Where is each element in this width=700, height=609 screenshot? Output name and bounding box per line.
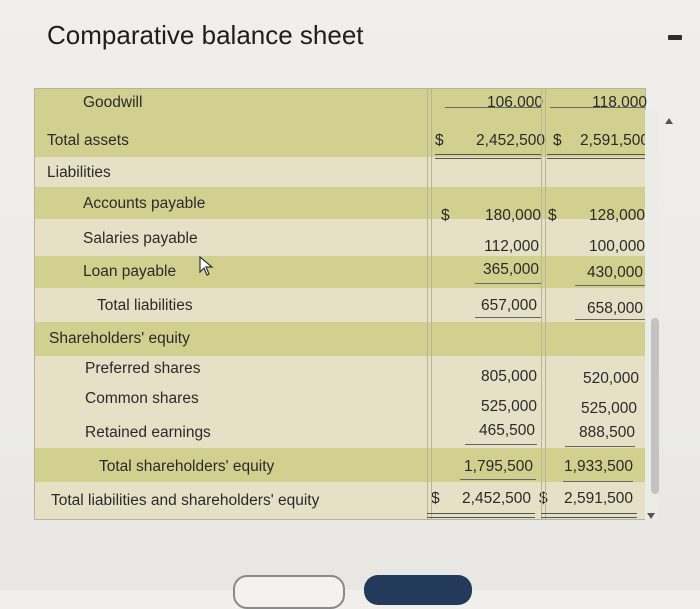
total-liabilities-equity-label: Total liabilities and shareholders' equi…	[51, 492, 320, 509]
goodwill-label: Goodwill	[83, 94, 143, 111]
loan-payable-label: Loan payable	[83, 263, 177, 280]
primary-button[interactable]	[364, 575, 472, 605]
retained-earnings-row: Retained earnings 465,500 888,500	[35, 416, 645, 448]
goodwill-cur: 106,000	[486, 94, 543, 108]
goodwill-row: Goodwill 106,000 118,000	[35, 89, 647, 122]
liabilities-label: Liabilities	[47, 164, 111, 181]
underline	[565, 446, 635, 447]
underline	[465, 444, 537, 445]
mouse-pointer-icon	[199, 255, 215, 281]
accounts-payable-prev: 128,000	[588, 207, 645, 224]
page-title: Comparative balance sheet	[47, 20, 364, 50]
column-divider	[427, 89, 432, 519]
total-assets-dollar-2: $	[553, 132, 562, 149]
common-shares-prev: 525,000	[580, 400, 637, 417]
total-assets-prev: 2,591,500	[580, 132, 649, 149]
loan-payable-row: Loan payable 365,000 430,000	[35, 256, 645, 288]
salaries-payable-label: Salaries payable	[83, 230, 198, 247]
total-liabilities-equity-dollar-2: $	[539, 490, 548, 507]
preferred-shares-prev: 520,000	[582, 370, 639, 387]
preferred-shares-cur: 805,000	[480, 368, 537, 385]
total-assets-cur: 2,452,500	[476, 132, 545, 149]
column-divider	[541, 89, 546, 519]
shareholders-equity-label: Shareholders' equity	[49, 330, 190, 347]
total-shareholders-equity-cur: 1,795,500	[464, 458, 533, 475]
total-liabilities-cur: 657,000	[480, 297, 537, 314]
loan-payable-prev: 430,000	[586, 264, 643, 281]
double-underline	[435, 154, 541, 159]
arrow-up-icon[interactable]	[665, 118, 673, 124]
dash-icon[interactable]	[668, 35, 682, 40]
total-liabilities-equity-cur: 2,452,500	[462, 490, 531, 507]
accounts-payable-values: $ 180,000 $ 128,000	[35, 187, 645, 227]
retained-earnings-label: Retained earnings	[85, 424, 211, 441]
accounts-payable-dollar-1: $	[441, 207, 450, 224]
preferred-shares-row: Preferred shares 805,000 520,000	[35, 356, 645, 387]
secondary-button[interactable]	[233, 575, 345, 609]
accounts-payable-row: Accounts payable	[35, 187, 645, 219]
liabilities-row: Liabilities	[35, 157, 645, 187]
salaries-payable-cur: 112,000	[484, 238, 539, 255]
preferred-shares-label: Preferred shares	[85, 360, 201, 377]
arrow-down-icon[interactable]	[647, 513, 655, 519]
underline	[550, 107, 645, 108]
loan-payable-cur: 365,000	[482, 261, 539, 278]
total-liabilities-equity-row: Total liabilities and shareholders' equi…	[35, 482, 645, 519]
total-liabilities-label: Total liabilities	[97, 297, 193, 314]
total-shareholders-equity-label: Total shareholders' equity	[99, 458, 275, 475]
underline	[460, 479, 536, 480]
goodwill-prev: 118,000	[592, 94, 647, 108]
common-shares-label: Common shares	[85, 390, 199, 407]
double-underline	[541, 513, 637, 518]
total-assets-row: Total assets $ 2,452,500 $ 2,591,500	[35, 122, 649, 157]
underline	[575, 319, 645, 320]
total-assets-label: Total assets	[47, 132, 129, 149]
accounts-payable-dollar-2: $	[548, 207, 557, 224]
common-shares-row: Common shares 525,000 525,000	[35, 386, 645, 417]
common-shares-cur: 525,000	[480, 398, 537, 415]
double-underline	[547, 154, 645, 159]
retained-earnings-prev: 888,500	[578, 424, 635, 441]
double-underline	[427, 513, 535, 518]
accounts-payable-label: Accounts payable	[83, 195, 206, 212]
total-liabilities-prev: 658,000	[586, 300, 643, 317]
accounts-payable-cur: 180,000	[484, 207, 541, 224]
underline	[445, 107, 541, 108]
total-assets-dollar-1: $	[435, 132, 444, 149]
underline	[563, 481, 633, 482]
underline	[575, 285, 645, 286]
total-liabilities-row: Total liabilities 657,000 658,000	[35, 288, 645, 322]
balance-sheet-table: Goodwill 106,000 118,000 Total assets $ …	[34, 88, 649, 520]
retained-earnings-cur: 465,500	[478, 422, 535, 439]
shareholders-equity-row: Shareholders' equity	[35, 322, 645, 356]
total-shareholders-equity-row: Total shareholders' equity 1,795,500 1,9…	[35, 448, 645, 482]
underline	[475, 283, 541, 284]
scroll-thumb[interactable]	[651, 318, 659, 494]
total-liabilities-equity-prev: 2,591,500	[564, 490, 633, 507]
salaries-payable-prev: 100,000	[588, 238, 645, 255]
underline	[475, 317, 541, 318]
total-liabilities-equity-dollar-1: $	[431, 490, 440, 507]
salaries-payable-row: Salaries payable 112,000 100,000	[35, 224, 645, 256]
total-shareholders-equity-prev: 1,933,500	[564, 458, 633, 475]
